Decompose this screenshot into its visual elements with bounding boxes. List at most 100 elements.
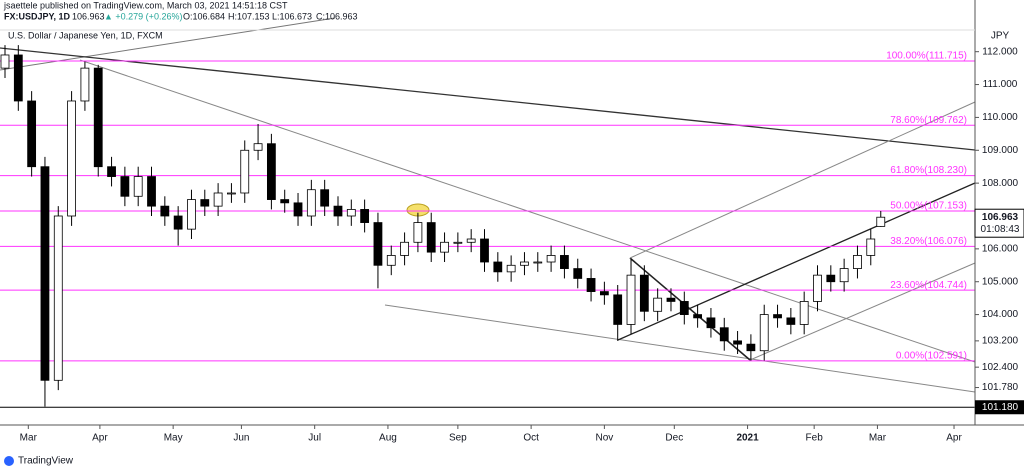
x-tick-label: 2021 <box>736 433 759 444</box>
candle-body <box>639 274 649 312</box>
candle-body <box>120 176 130 197</box>
candle-body <box>826 274 836 283</box>
candle-body <box>53 215 63 381</box>
fib-label: 100.00%(111.715) <box>886 51 967 62</box>
candle-body <box>426 222 436 253</box>
logo <box>4 456 14 466</box>
trend-line <box>617 182 976 341</box>
candle-body <box>400 241 409 256</box>
candle-body <box>346 209 356 217</box>
candle-body <box>773 314 782 319</box>
candle-body <box>320 189 330 207</box>
candle-body <box>293 202 303 217</box>
countdown: 01:08:43 <box>981 224 1020 235</box>
candle-body <box>333 205 343 217</box>
candle-body <box>706 317 716 329</box>
candle-body <box>360 209 370 223</box>
candle-body <box>93 67 103 168</box>
ohlc-open: O:106.684 <box>183 11 225 21</box>
publisher: jsaettele published on TradingView.com, … <box>3 0 288 10</box>
candle-body <box>520 261 529 266</box>
fib-label: 23.60%(104.744) <box>890 280 967 291</box>
candle-body <box>213 192 223 207</box>
fib-label: 61.80%(108.230) <box>890 165 967 176</box>
candle-body <box>599 291 609 296</box>
ohlc-low: L:106.673 <box>272 11 312 21</box>
last-price: 106.963 <box>72 11 105 21</box>
candle-body <box>133 176 143 197</box>
candle-body <box>227 192 236 195</box>
x-tick-label: Aug <box>379 433 397 444</box>
candle-body <box>0 54 10 69</box>
subtitle: U.S. Dollar / Japanese Yen, 1D, FXCM <box>8 30 163 40</box>
candle-body <box>506 264 516 273</box>
y-tick-label: 101.780 <box>982 382 1019 393</box>
axes: 112.000 111.000 110.000 109.000 108.000 106.0… <box>20 46 1024 444</box>
symbol: FX:USDJPY, 1D <box>4 11 71 21</box>
candle-body <box>480 238 489 263</box>
candle-body <box>40 166 50 381</box>
candle-body <box>386 255 396 266</box>
candle-body <box>679 301 689 315</box>
candle-body <box>493 261 503 273</box>
trend-line <box>629 101 976 259</box>
fib-label: 50.00%(107.153) <box>890 201 967 212</box>
y-tick-label: 108.000 <box>982 178 1019 189</box>
candle-body <box>786 317 796 325</box>
candle-body <box>160 205 170 217</box>
candle-body <box>173 215 183 230</box>
candle-body <box>253 143 263 151</box>
candle-body <box>853 255 862 269</box>
candle-body <box>466 238 476 243</box>
plot: 100.00%(111.715) 78.60%(109.762) 61.80%(10… <box>0 45 975 408</box>
last-price-badge <box>974 208 1024 238</box>
candle-body <box>453 241 463 244</box>
y-tick-label: 106.000 <box>982 244 1019 255</box>
candle-body <box>666 297 676 302</box>
candle-body <box>839 268 849 283</box>
x-tick-label: Apr <box>92 433 108 444</box>
candle-body <box>653 297 663 312</box>
candle-body <box>719 327 729 342</box>
candle-body <box>373 222 383 266</box>
x-tick-label: Feb <box>806 433 824 444</box>
last-price-label: 106.963 <box>982 212 1019 223</box>
ohlc-close: C:106.963 <box>316 11 358 21</box>
candle-body <box>13 54 23 102</box>
candle-body <box>200 199 210 207</box>
ohlc-high: H:107.153 <box>228 11 270 21</box>
candle-body <box>876 216 886 227</box>
footer: TradingView <box>18 456 74 467</box>
candle-body <box>746 343 756 352</box>
candle-body <box>546 255 556 263</box>
y-tick-label: 110.000 <box>982 112 1018 123</box>
y-tick-label: 111.000 <box>983 79 1018 90</box>
price-badge <box>975 400 1024 415</box>
y-tick-label: 112.000 <box>982 46 1018 57</box>
y-tick-label: 105.000 <box>982 276 1019 287</box>
fib-label: 38.20%(106.076) <box>890 236 967 247</box>
price-badge-label: 101.180 <box>982 402 1019 413</box>
candle-body <box>733 340 742 345</box>
trend-line <box>0 47 976 151</box>
candle-body <box>147 176 156 207</box>
candle-body <box>107 166 116 177</box>
trend-line <box>629 257 751 361</box>
x-tick-label: Nov <box>595 433 613 444</box>
candle-body <box>67 100 76 217</box>
x-tick-label: Apr <box>946 433 962 444</box>
candle-body <box>799 301 809 325</box>
y-tick-label: 103.200 <box>982 336 1019 347</box>
candle-body <box>187 199 196 230</box>
trend-line <box>749 262 976 361</box>
x-tick-label: Jun <box>233 433 249 444</box>
candle-body <box>306 189 316 217</box>
trend-line <box>384 304 976 393</box>
currency: JPY <box>991 31 1010 42</box>
y-tick-label: 109.000 <box>982 145 1019 156</box>
x-tick-label: Jul <box>308 433 321 444</box>
x-tick-label: May <box>164 433 183 444</box>
candle-body <box>866 238 876 256</box>
